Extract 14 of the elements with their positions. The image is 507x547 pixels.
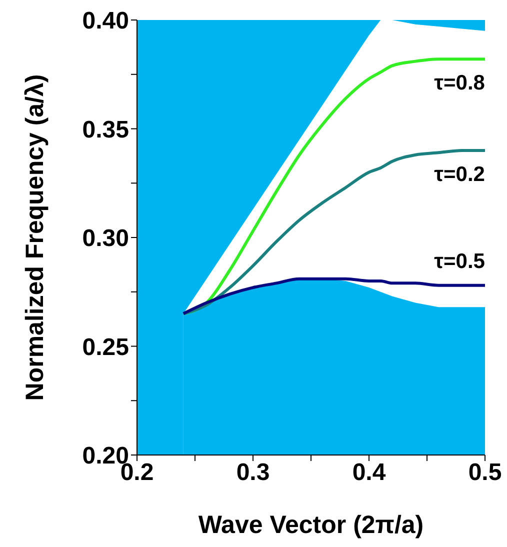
x-tick-label: 0.3 bbox=[236, 459, 270, 486]
x-tick-label: 0.4 bbox=[352, 459, 386, 486]
y-tick-label: 0.40 bbox=[82, 8, 129, 35]
series-label: τ=0.2 bbox=[434, 163, 485, 186]
series-label: τ=0.5 bbox=[434, 250, 486, 273]
line-series bbox=[182, 149, 485, 316]
y-axis-title: Normalized Frequency (a/λ) bbox=[20, 74, 49, 401]
line-series bbox=[182, 277, 485, 316]
x-axis-title: Wave Vector (2π/a) bbox=[198, 511, 424, 539]
series-label: τ=0.8 bbox=[434, 72, 486, 95]
y-tick-label: 0.25 bbox=[82, 334, 129, 361]
y-tick-label: 0.30 bbox=[82, 225, 129, 252]
y-tick-label: 0.35 bbox=[82, 116, 129, 144]
x-tick-label: 0.5 bbox=[468, 459, 502, 486]
